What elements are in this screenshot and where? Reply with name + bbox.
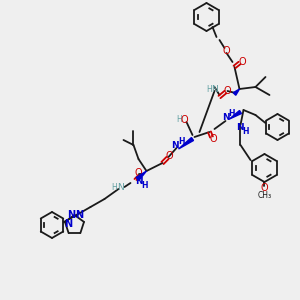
Text: N: N (135, 176, 142, 185)
Text: H: H (112, 184, 117, 193)
Text: O: O (223, 46, 230, 56)
Text: H: H (207, 85, 212, 94)
Text: N: N (117, 184, 124, 193)
Polygon shape (136, 171, 146, 181)
Text: H: H (242, 127, 249, 136)
Text: N: N (236, 122, 243, 131)
Polygon shape (178, 137, 194, 149)
Text: N: N (222, 113, 229, 122)
Text: O: O (239, 57, 246, 67)
Polygon shape (230, 110, 242, 119)
Text: N: N (75, 210, 84, 220)
Text: N: N (211, 85, 218, 94)
Text: O: O (224, 86, 231, 96)
Text: H: H (177, 116, 182, 124)
Text: N: N (68, 210, 76, 220)
Text: O: O (166, 151, 173, 161)
Text: H: H (178, 137, 185, 146)
Text: N: N (64, 219, 72, 229)
Text: O: O (135, 168, 142, 178)
Text: H: H (228, 110, 235, 118)
Text: H: H (141, 181, 148, 190)
Text: CH₃: CH₃ (257, 191, 272, 200)
Text: O: O (181, 115, 188, 125)
Text: O: O (210, 134, 217, 144)
Polygon shape (233, 89, 239, 95)
Text: N: N (171, 142, 178, 151)
Text: O: O (261, 183, 268, 193)
